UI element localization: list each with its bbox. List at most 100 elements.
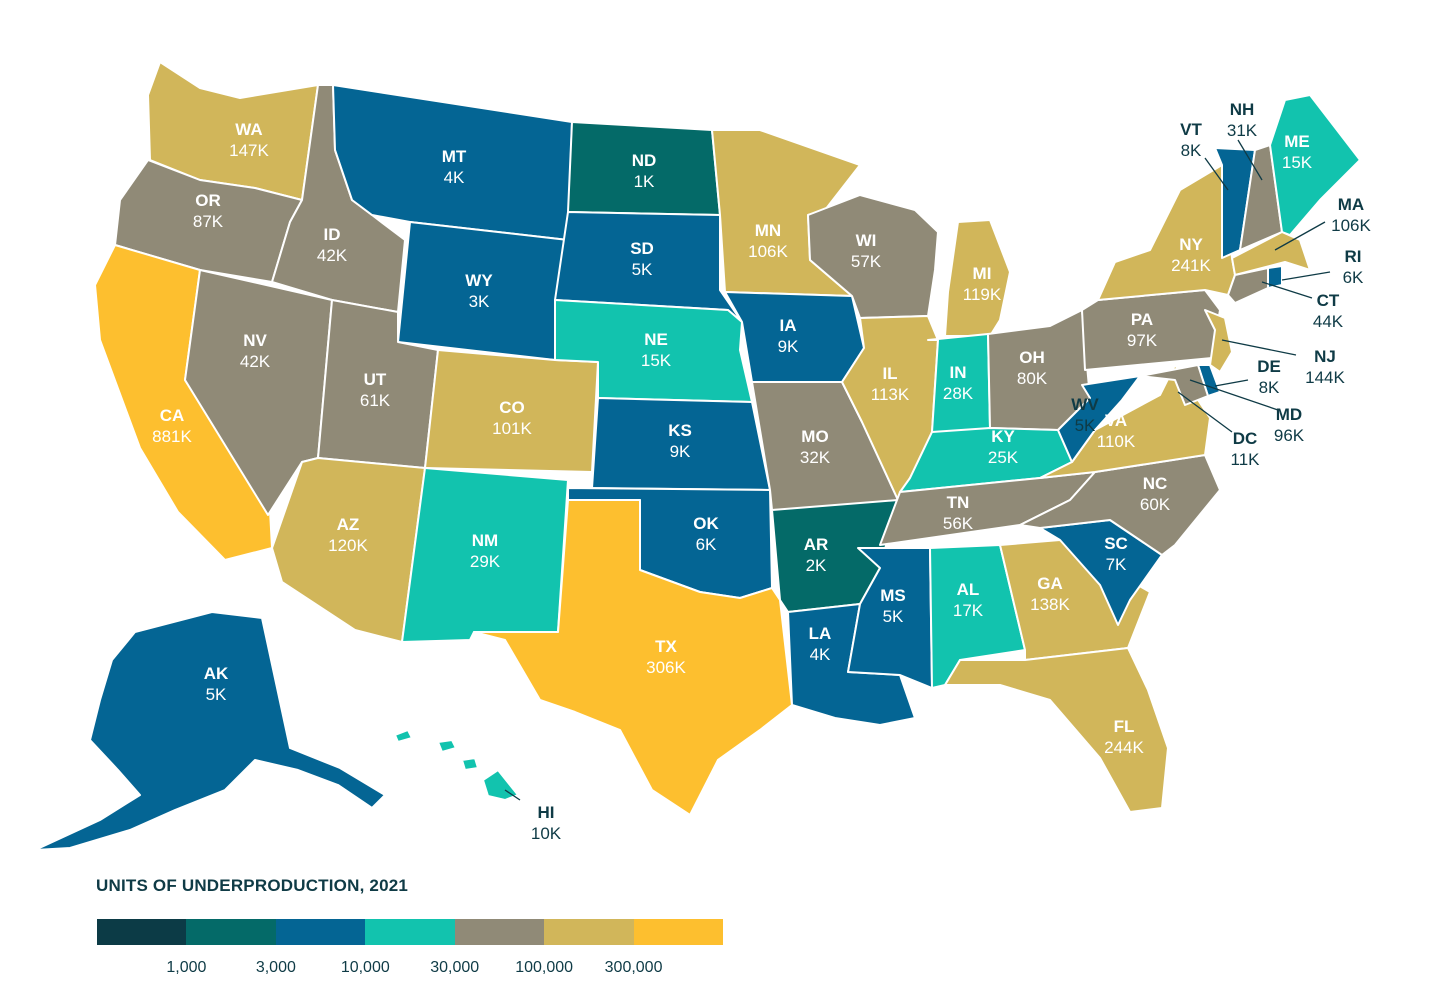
state-value-label: 87K <box>193 212 224 231</box>
state-abbr-label: AK <box>204 664 229 683</box>
state-mi <box>944 219 1011 337</box>
state-value-label: 57K <box>851 252 882 271</box>
state-value-label: 15K <box>1282 153 1313 172</box>
state-label-me: ME 15K <box>1282 132 1313 172</box>
legend-tick-label: 1,000 <box>166 959 207 976</box>
state-value-label: 8K <box>1181 141 1202 160</box>
state-abbr-label: MD <box>1276 405 1302 424</box>
state-label-sd: SD 5K <box>630 239 654 279</box>
state-abbr-label: LA <box>809 624 832 643</box>
legend-swatch <box>97 919 187 945</box>
state-label-ok: OK 6K <box>693 514 719 554</box>
state-label-az: AZ 120K <box>328 515 368 555</box>
state-label-ne: NE 15K <box>641 330 672 370</box>
legend-tick-label: 100,000 <box>515 959 574 976</box>
state-shapes <box>34 61 1361 851</box>
state-value-label: 5K <box>883 607 904 626</box>
state-label-ga: GA 138K <box>1030 574 1070 614</box>
state-abbr-label: KY <box>991 427 1015 446</box>
state-value-label: 4K <box>444 168 465 187</box>
state-value-label: 101K <box>492 419 532 438</box>
state-value-label: 106K <box>748 242 788 261</box>
state-value-label: 10K <box>531 824 562 843</box>
state-label-nj: NJ 144K <box>1305 347 1345 387</box>
legend-tick-label: 300,000 <box>604 959 663 976</box>
state-abbr-label: WY <box>465 271 493 290</box>
state-abbr-label: CO <box>499 398 525 417</box>
state-nj <box>1204 309 1233 373</box>
state-abbr-label: TX <box>655 637 677 656</box>
state-label-al: AL 17K <box>953 580 984 620</box>
legend-swatch <box>454 919 545 945</box>
state-label-ct: CT 44K <box>1313 291 1344 331</box>
leader-line-ma <box>1274 221 1326 251</box>
legend-tick-label: 30,000 <box>430 959 480 976</box>
state-abbr-label: MA <box>1338 195 1364 214</box>
legend-tick-label: 3,000 <box>255 959 296 976</box>
state-label-fl: FL 244K <box>1104 717 1144 757</box>
state-label-vt: VT 8K <box>1180 120 1202 160</box>
state-label-wa: WA 147K <box>229 120 269 160</box>
state-label-ak: AK 5K <box>204 664 229 704</box>
state-label-tn: TN 56K <box>943 493 974 533</box>
state-wy <box>397 221 569 361</box>
state-abbr-label: NC <box>1143 474 1168 493</box>
leader-line-vt <box>1204 157 1229 191</box>
state-hi-island <box>461 757 479 771</box>
state-label-wi: WI 57K <box>851 231 882 271</box>
state-label-nh: NH 31K <box>1227 100 1258 140</box>
state-label-ut: UT 61K <box>360 370 391 410</box>
state-value-label: 2K <box>806 556 827 575</box>
state-value-label: 80K <box>1017 369 1048 388</box>
state-abbr-label: MN <box>755 221 781 240</box>
state-value-label: 17K <box>953 601 984 620</box>
state-abbr-label: NH <box>1230 100 1255 119</box>
state-abbr-label: SC <box>1104 534 1128 553</box>
state-abbr-label: UT <box>364 370 387 389</box>
state-abbr-label: ND <box>632 151 657 170</box>
state-abbr-label: IA <box>780 316 797 335</box>
state-wi <box>807 194 939 319</box>
state-value-label: 138K <box>1030 595 1070 614</box>
state-value-label: 4K <box>810 645 831 664</box>
state-label-mn: MN 106K <box>748 221 788 261</box>
state-label-mo: MO 32K <box>800 427 831 467</box>
state-abbr-label: OR <box>195 191 221 210</box>
state-abbr-label: WV <box>1071 395 1099 414</box>
state-value-label: 1K <box>634 172 655 191</box>
state-abbr-label: CT <box>1317 291 1340 310</box>
legend-swatch <box>275 919 366 945</box>
state-value-label: 5K <box>1075 416 1096 435</box>
state-label-ca: CA 881K <box>152 406 192 446</box>
state-abbr-label: ME <box>1284 132 1310 151</box>
state-label-ia: IA 9K <box>778 316 799 356</box>
state-label-md: MD 96K <box>1274 405 1305 445</box>
state-abbr-label: IN <box>950 363 967 382</box>
state-ct <box>1227 267 1269 304</box>
state-value-label: 28K <box>943 384 974 403</box>
state-abbr-label: DC <box>1233 429 1258 448</box>
state-label-nm: NM 29K <box>470 531 501 571</box>
state-label-ar: AR 2K <box>804 535 829 575</box>
state-label-il: IL 113K <box>871 364 910 404</box>
legend-swatch <box>186 919 276 945</box>
leader-line-ri <box>1281 271 1331 281</box>
legend-title: UNITS OF UNDERPRODUCTION, 2021 <box>96 876 409 895</box>
state-label-pa: PA 97K <box>1127 310 1158 350</box>
state-label-sc: SC 7K <box>1104 534 1128 574</box>
state-value-label: 60K <box>1140 495 1171 514</box>
state-label-in: IN 28K <box>943 363 974 403</box>
state-abbr-label: MT <box>442 147 467 166</box>
state-abbr-label: NE <box>644 330 668 349</box>
state-abbr-label: FL <box>1114 717 1135 736</box>
state-label-hi: HI 10K <box>531 803 562 843</box>
state-abbr-label: SD <box>630 239 654 258</box>
state-value-label: 25K <box>988 448 1019 467</box>
state-hi-island <box>394 729 413 743</box>
legend-swatch <box>544 919 634 945</box>
state-abbr-label: AL <box>957 580 980 599</box>
state-label-oh: OH 80K <box>1017 348 1048 388</box>
leader-line-nh <box>1237 139 1263 181</box>
state-label-or: OR 87K <box>193 191 224 231</box>
state-value-label: 106K <box>1331 216 1371 235</box>
